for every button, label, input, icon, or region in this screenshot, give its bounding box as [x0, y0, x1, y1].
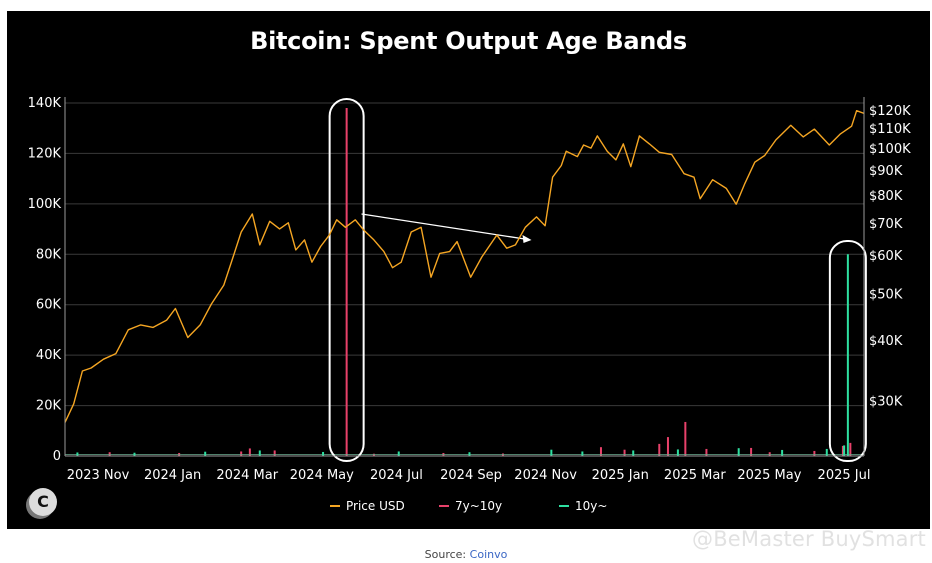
- y-right-tick-label: $30K: [869, 394, 903, 409]
- x-tick-label: 2024 Sep: [440, 468, 502, 483]
- source-label: Source:: [424, 548, 467, 561]
- y-right-tick-label: $120K: [869, 104, 911, 119]
- y-right-tick-label: $40K: [869, 334, 903, 349]
- chart-title: Bitcoin: Spent Output Age Bands: [250, 27, 687, 55]
- y-left-tick-label: 120K: [28, 146, 62, 161]
- y-right-tick-label: $90K: [869, 164, 903, 179]
- watermark: @BeMaster BuySmart: [692, 527, 926, 551]
- chart-canvas: 0 20K 40K 60K 80K 100K 120K 140K $30K $40K $50K $60…: [28, 96, 911, 513]
- y-left-tick-label: 140K: [28, 96, 62, 111]
- y-right-tick-label: $60K: [869, 249, 903, 264]
- y-left-tick-label: 100K: [28, 197, 62, 212]
- x-tick-label: 2024 May: [290, 468, 354, 483]
- y-left-tick-label: 80K: [36, 247, 62, 262]
- y-right-tick-label: $50K: [869, 287, 903, 302]
- x-tick-label: 2025 May: [737, 468, 801, 483]
- legend-label: Price USD: [346, 499, 405, 513]
- highlight-ellipse: [828, 240, 867, 462]
- source-link[interactable]: Coinvo: [469, 548, 508, 561]
- x-tick-label: 2024 Jul: [370, 468, 423, 483]
- legend: Price USD 7y~10y 10y~: [330, 499, 607, 513]
- y-right-tick-label: $70K: [869, 217, 903, 232]
- price-usd-line: [64, 110, 865, 423]
- annotations: [328, 98, 867, 462]
- age-band-bars: [65, 108, 864, 456]
- chart-panel: Bitcoin: Spent Output Age Bands 0 20K 40K 6…: [7, 11, 930, 529]
- legend-label: 7y~10y: [455, 499, 502, 513]
- highlight-ellipse: [328, 98, 365, 462]
- price-line: [64, 110, 865, 423]
- legend-label: 10y~: [575, 499, 607, 513]
- coinvo-logo: C: [29, 488, 57, 516]
- y-right-tick-label: $100K: [869, 142, 911, 157]
- y-right-tick-label: $110K: [869, 122, 911, 137]
- gridlines: [65, 102, 864, 457]
- x-tick-label: 2025 Mar: [664, 468, 726, 483]
- y-left-tick-label: 20K: [36, 399, 62, 414]
- x-tick-label: 2024 Jan: [144, 468, 201, 483]
- source-line: Source: Coinvo: [0, 548, 932, 561]
- y-right-tick-label: $80K: [869, 189, 903, 204]
- x-tick-label: 2024 Nov: [514, 468, 577, 483]
- trend-arrow-line: [361, 213, 526, 240]
- x-tick-label: 2024 Mar: [216, 468, 278, 483]
- y-left-tick-label: 0: [53, 449, 61, 464]
- axes: 0 20K 40K 60K 80K 100K 120K 140K $30K $40K $50K $60…: [28, 96, 911, 483]
- y-left-tick-label: 60K: [36, 298, 62, 313]
- x-tick-label: 2025 Jan: [592, 468, 649, 483]
- x-tick-label: 2025 Jul: [818, 468, 871, 483]
- y-left-tick-label: 40K: [36, 348, 62, 363]
- trend-arrow-head: [522, 234, 532, 243]
- x-tick-label: 2023 Nov: [67, 468, 130, 483]
